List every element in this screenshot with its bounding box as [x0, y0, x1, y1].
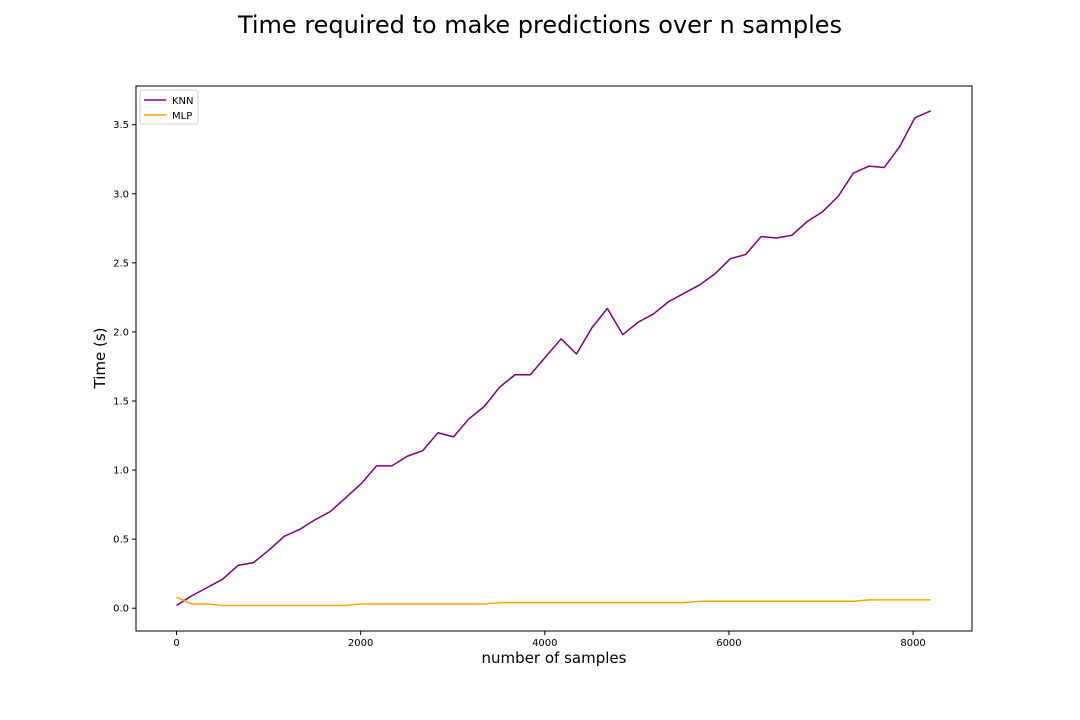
chart-title: Time required to make predictions over n…: [237, 11, 842, 39]
x-tick-label: 2000: [348, 638, 373, 649]
series-line-mlp: [176, 596, 931, 607]
series-line-knn: [176, 110, 932, 607]
axes-frame: [135, 85, 973, 632]
y-tick-label: 1.5: [113, 396, 129, 407]
y-tick-label: 2.0: [113, 327, 129, 338]
legend-label-knn: KNN: [172, 96, 194, 107]
y-tick-label: 0.0: [113, 604, 129, 615]
plot-area: [135, 85, 973, 632]
x-tick-label: 4000: [532, 638, 557, 649]
series-lines: [176, 110, 932, 607]
x-axis-label: number of samples: [482, 649, 627, 667]
x-tick-label: 0: [173, 638, 179, 649]
y-tick-label: 3.5: [113, 120, 129, 131]
y-axis: 0.0 0.5 1.0 1.5 2.0 2.5 3.0 3.5: [113, 120, 136, 615]
y-tick-label: 0.5: [113, 535, 129, 546]
y-tick-label: 3.0: [113, 189, 129, 200]
legend-label-mlp: MLP: [172, 111, 192, 122]
x-axis: 0 2000 4000 6000 8000: [173, 631, 926, 649]
x-tick-label: 6000: [716, 638, 741, 649]
legend: KNN MLP: [139, 89, 199, 125]
x-tick-label: 8000: [900, 638, 925, 649]
y-tick-label: 2.5: [113, 258, 129, 269]
y-tick-label: 1.0: [113, 466, 129, 477]
y-axis-label: Time (s): [91, 328, 109, 390]
